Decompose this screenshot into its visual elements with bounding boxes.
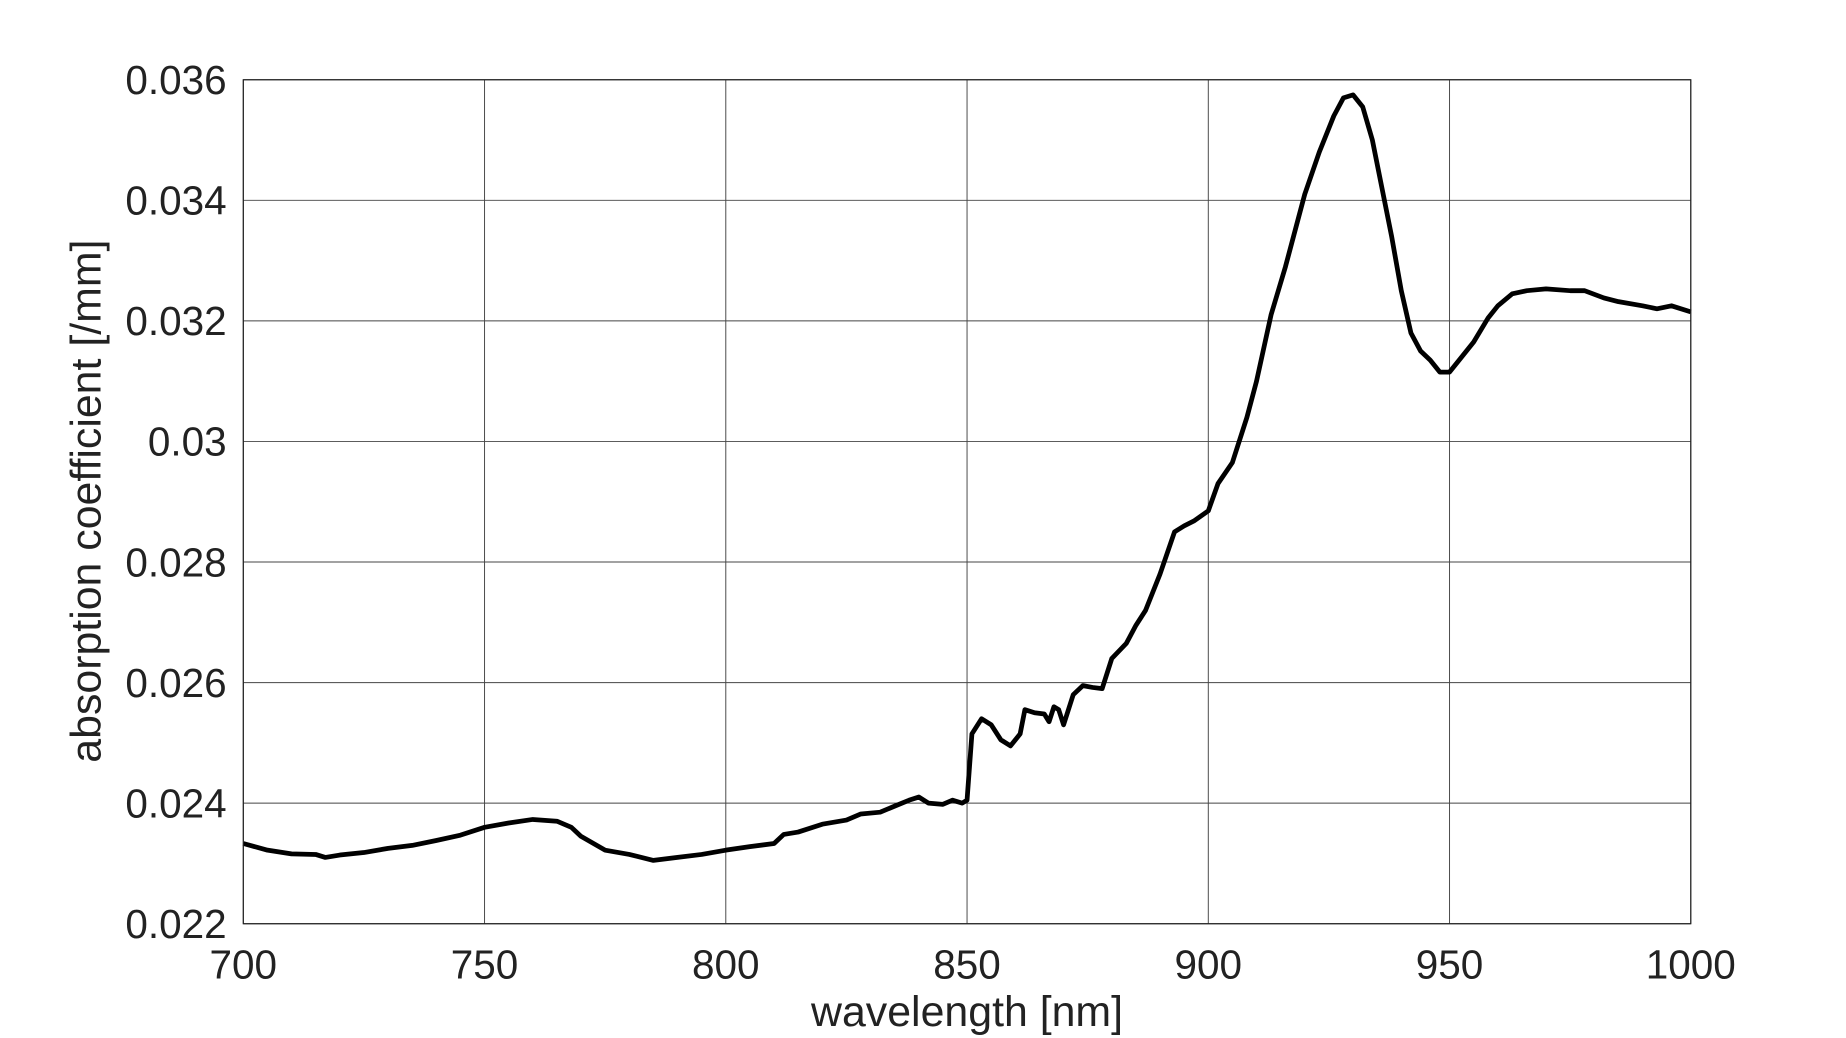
x-tick-label: 850 xyxy=(933,941,1001,987)
y-axis-label: absorption coefficient [/mm] xyxy=(62,240,110,763)
x-tick-label: 800 xyxy=(692,941,760,987)
x-tick-label: 1000 xyxy=(1646,941,1736,987)
x-tick-label: 900 xyxy=(1175,941,1243,987)
y-tick-label: 0.024 xyxy=(125,780,226,826)
y-tick-label: 0.026 xyxy=(125,660,226,706)
y-tick-label: 0.034 xyxy=(125,178,226,224)
x-tick-label: 750 xyxy=(451,941,519,987)
data-line xyxy=(242,92,1692,863)
x-tick-label: 700 xyxy=(210,941,278,987)
y-tick-label: 0.032 xyxy=(125,298,226,344)
y-tick-label: 0.03 xyxy=(148,419,227,465)
x-axis-label: wavelength [nm] xyxy=(810,988,1123,1036)
plot-frame xyxy=(242,79,1692,925)
y-tick-label: 0.036 xyxy=(125,57,226,103)
y-tick-label: 0.022 xyxy=(125,901,226,947)
x-axis-ticks: 700 750 800 850 900 950 1000 xyxy=(210,941,1736,987)
y-tick-label: 0.028 xyxy=(125,539,226,585)
x-tick-label: 950 xyxy=(1416,941,1484,987)
y-axis-ticks: 0.022 0.024 0.026 0.028 0.03 0.032 0.034 0.036 xyxy=(125,57,226,947)
grid xyxy=(242,79,1692,925)
